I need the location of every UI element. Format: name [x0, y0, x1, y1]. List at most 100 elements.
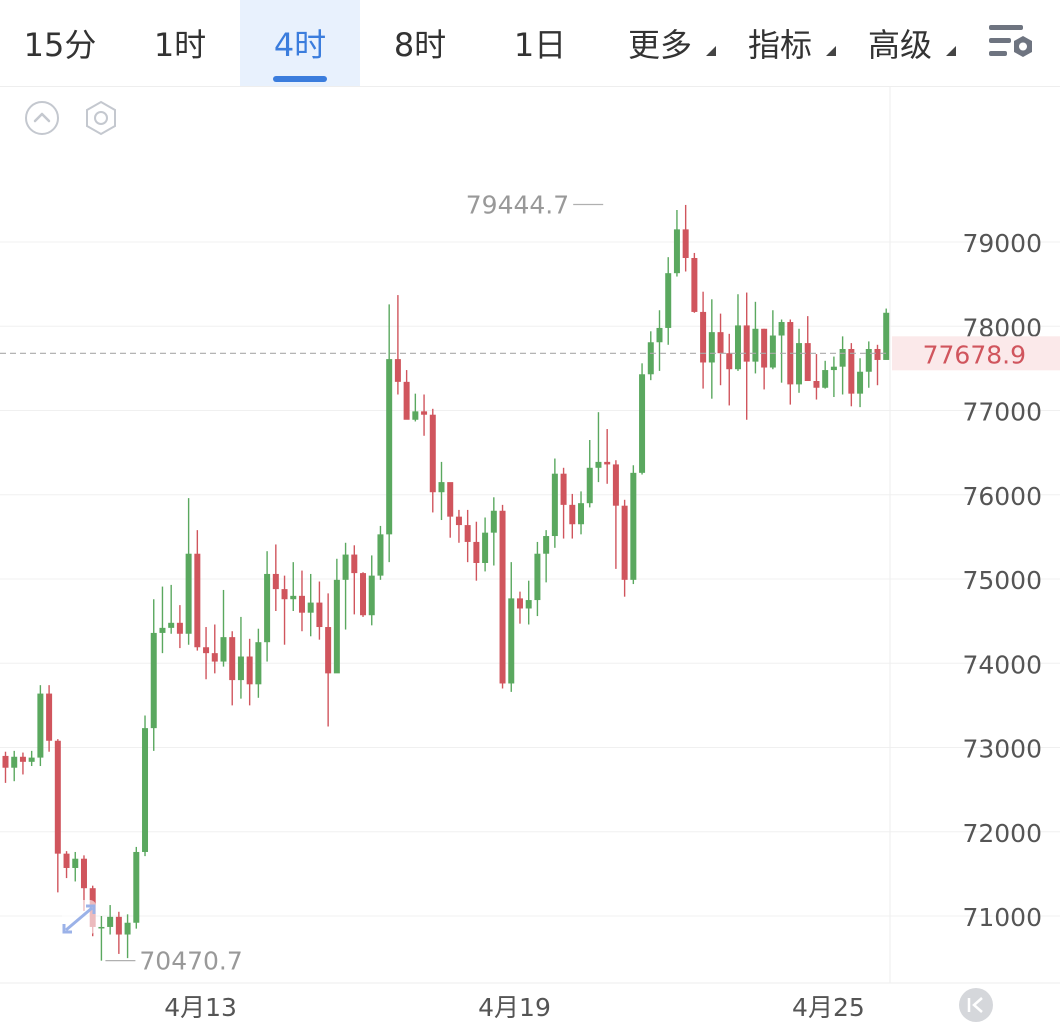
- candle-body: [72, 859, 78, 868]
- candle-body: [857, 372, 863, 394]
- candle-body: [133, 852, 139, 923]
- candle-body: [186, 554, 192, 634]
- y-tick-label: 77000: [962, 398, 1042, 427]
- candle-body: [299, 596, 305, 613]
- candle-body: [622, 506, 628, 580]
- candle-body: [395, 359, 401, 382]
- tab-label: 1时: [154, 20, 206, 66]
- candle-body: [630, 473, 636, 580]
- jump-to-latest-button[interactable]: [959, 988, 993, 1022]
- candle-body: [282, 589, 288, 599]
- chart-style-button[interactable]: [83, 100, 119, 136]
- timeframe-tabbar: 15分 1时 4时 8时 1日 更多 指标 高级: [0, 0, 1060, 87]
- candle-body: [325, 627, 331, 673]
- tab-label: 1日: [514, 20, 566, 66]
- candle-body: [648, 342, 654, 374]
- candle-body: [866, 349, 872, 372]
- candle-body: [55, 741, 61, 854]
- candle-body: [683, 229, 689, 258]
- candle-body: [386, 359, 392, 534]
- candle-body: [203, 647, 209, 653]
- candle-body: [456, 517, 462, 525]
- candle-body: [595, 462, 601, 468]
- candle-body: [159, 628, 165, 633]
- candle-body: [770, 336, 776, 368]
- tab-label: 4时: [274, 20, 326, 66]
- candle-body: [316, 603, 322, 627]
- candle-body: [212, 653, 218, 661]
- high-label: 79444.7: [466, 191, 569, 220]
- tab-5[interactable]: 更多: [600, 0, 720, 86]
- candle-body: [639, 374, 645, 473]
- candle-body: [604, 462, 610, 465]
- candle-body: [875, 349, 881, 360]
- candle-body: [360, 573, 366, 615]
- candle-body: [613, 464, 619, 505]
- tab-7[interactable]: 高级: [840, 0, 960, 86]
- candle-body: [526, 600, 532, 608]
- tab-4[interactable]: 1日: [480, 0, 600, 86]
- y-tick-label: 76000: [962, 482, 1042, 511]
- candle-body: [229, 637, 235, 680]
- candle-body: [569, 505, 575, 524]
- candle-body: [168, 623, 174, 628]
- candle-body: [561, 474, 567, 505]
- candle-body: [848, 349, 854, 394]
- expand-arrows-icon[interactable]: [62, 900, 96, 934]
- candle-body: [247, 657, 253, 685]
- hexagon-icon: [83, 100, 119, 136]
- candle-body: [500, 511, 506, 684]
- chart-settings-button[interactable]: [980, 12, 1042, 74]
- tab-0[interactable]: 15分: [0, 0, 120, 86]
- candle-body: [543, 536, 549, 554]
- candle-body: [508, 598, 514, 683]
- y-tick-label: 79000: [962, 229, 1042, 258]
- candle-body: [447, 482, 453, 517]
- jump-to-latest-icon: [959, 988, 993, 1022]
- current-price-label: 77678.9: [923, 340, 1026, 369]
- candle-body: [552, 474, 558, 536]
- candlestick-chart[interactable]: 7100072000730007400075000760007700078000…: [0, 87, 1060, 1028]
- candle-body: [290, 596, 296, 599]
- collapse-button[interactable]: [24, 100, 60, 136]
- candle-body: [735, 325, 741, 369]
- chart-settings-icon: [985, 21, 1037, 65]
- candle-body: [11, 757, 17, 768]
- x-tick-label: 4月25: [792, 993, 865, 1022]
- tab-label: 15分: [24, 20, 97, 66]
- candle-body: [700, 312, 706, 363]
- tab-label: 更多: [628, 20, 692, 66]
- candle-body: [29, 758, 35, 762]
- tab-3[interactable]: 8时: [360, 0, 480, 86]
- dropdown-corner-icon: [826, 46, 836, 56]
- y-tick-label: 74000: [962, 650, 1042, 679]
- candle-body: [517, 598, 523, 608]
- candle-body: [473, 542, 479, 563]
- tab-6[interactable]: 指标: [720, 0, 840, 86]
- y-tick-label: 71000: [962, 903, 1042, 932]
- candle-body: [761, 329, 767, 368]
- candle-body: [255, 642, 261, 684]
- candle-body: [674, 229, 680, 273]
- candle-body: [37, 694, 43, 758]
- chevron-up-circle-icon: [24, 100, 60, 136]
- candle-body: [726, 353, 732, 369]
- candle-body: [151, 633, 157, 728]
- candle-body: [822, 370, 828, 388]
- candle-body: [273, 574, 279, 589]
- candle-body: [46, 694, 52, 741]
- candle-body: [430, 415, 436, 493]
- candle-body: [142, 728, 148, 852]
- x-tick-label: 4月19: [478, 993, 551, 1022]
- candle-body: [404, 382, 410, 420]
- candle-body: [465, 525, 471, 542]
- chart-area[interactable]: 71000 72000 73000 74000 75000 76000 77000 78000…: [0, 87, 1060, 1028]
- candle-body: [412, 411, 418, 419]
- tab-1[interactable]: 1时: [120, 0, 240, 86]
- candle-body: [831, 367, 837, 370]
- candle-body: [369, 576, 375, 616]
- tab-2[interactable]: 4时: [240, 0, 360, 86]
- candle-body: [779, 322, 785, 335]
- candle-body: [81, 859, 87, 888]
- candle-body: [439, 482, 445, 492]
